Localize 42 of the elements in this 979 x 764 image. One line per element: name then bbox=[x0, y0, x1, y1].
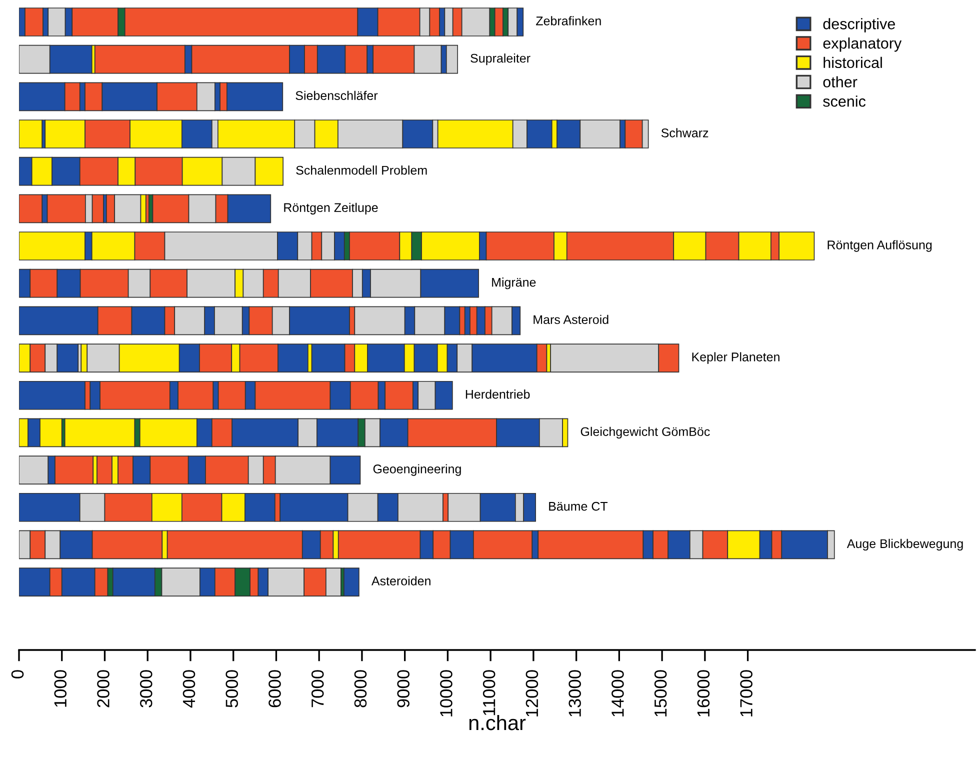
x-tick-label: 15000 bbox=[654, 670, 667, 716]
x-tick-label: 17000 bbox=[740, 670, 752, 716]
bar bbox=[344, 568, 360, 596]
y-tick-label: Migräne bbox=[492, 278, 536, 290]
x-tick-label: 1000 bbox=[54, 670, 67, 707]
y-tick-label: Asteroiden bbox=[371, 576, 430, 586]
x-tick-label: 8000 bbox=[354, 670, 367, 708]
y-tick-label: Herdentrieb bbox=[466, 390, 530, 399]
y-tick-label: Supraleiter bbox=[470, 54, 530, 66]
legend-label: other bbox=[823, 76, 858, 88]
x-tick-label: 11000 bbox=[482, 670, 496, 716]
x-tick-label: 6000 bbox=[268, 670, 281, 708]
legend-label: scenic bbox=[823, 96, 866, 107]
x-tick-label: 5000 bbox=[226, 670, 238, 708]
x-tick-label: 0 bbox=[11, 670, 24, 678]
x-tick-label: 14000 bbox=[612, 670, 624, 716]
y-tick-label: Auge Blickbewegung bbox=[846, 538, 963, 551]
x-tick-label: 10000 bbox=[440, 670, 452, 716]
y-tick-label: Röntgen Zeitlupe bbox=[284, 202, 378, 214]
legend-label: historical bbox=[824, 56, 882, 68]
y-tick-label: Gleichgewicht GömBöc bbox=[580, 426, 710, 439]
x-tick-label: 16000 bbox=[697, 670, 710, 716]
x-tick-label: 9000 bbox=[397, 670, 410, 708]
y-tick-label: Kepler Planeten bbox=[692, 352, 780, 364]
y-tick-label: Schwarz bbox=[661, 128, 708, 138]
x-tick-label: 3000 bbox=[140, 670, 152, 708]
legend-label: descriptive bbox=[823, 18, 895, 32]
x-tick-label: 4000 bbox=[182, 670, 196, 708]
x-tick-label: 13000 bbox=[568, 670, 581, 716]
y-tick-label: Röntgen Auflösung bbox=[828, 240, 932, 252]
y-tick-label: Mars Asteroid bbox=[534, 314, 608, 324]
y-tick-label: Zebrafinken bbox=[536, 16, 601, 26]
y-tick-label: Siebenschläfer bbox=[296, 90, 378, 100]
bar bbox=[19, 380, 86, 410]
x-tick-label: 2000 bbox=[97, 670, 110, 708]
y-tick-label: Geoengineering bbox=[373, 464, 461, 476]
x-axis-title: n.char bbox=[469, 714, 526, 730]
legend-label: explanatory bbox=[823, 37, 902, 52]
x-tick-label: 7000 bbox=[311, 670, 324, 708]
y-tick-label: Schalenmodell Problem bbox=[296, 166, 427, 175]
y-tick-label: Bäume CT bbox=[549, 502, 608, 511]
x-tick-label: 12000 bbox=[526, 670, 538, 716]
